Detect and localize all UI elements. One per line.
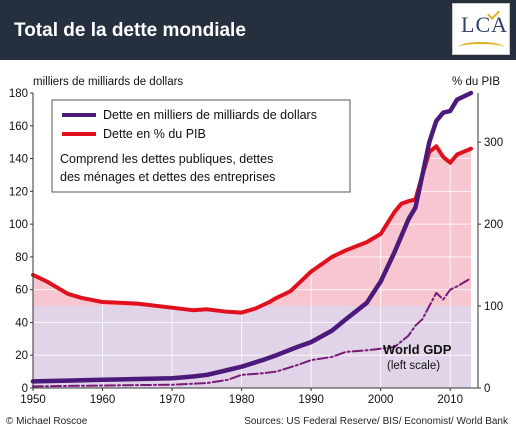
gdp-annotation-title: World GDP bbox=[383, 342, 452, 357]
x-tick-label: 1970 bbox=[159, 394, 185, 406]
x-tick-label: 1950 bbox=[20, 394, 46, 406]
footer-sources: Sources: US Federal Reserve/ BIS/ Econom… bbox=[244, 416, 509, 427]
x-tick-label: 2010 bbox=[437, 394, 463, 406]
legend-pct-label: Dette en % du PIB bbox=[103, 127, 206, 141]
right-tick-label: 100 bbox=[484, 301, 503, 313]
logo-swoosh bbox=[458, 42, 504, 53]
x-tick-label: 1990 bbox=[298, 394, 324, 406]
right-tick-label: 300 bbox=[484, 137, 503, 149]
left-tick-label: 160 bbox=[9, 121, 28, 133]
right-tick-label: 200 bbox=[484, 219, 503, 231]
right-tick-label: 0 bbox=[484, 383, 490, 395]
footer-credit: © Michael Roscoe bbox=[6, 416, 88, 427]
left-tick-label: 60 bbox=[15, 285, 28, 297]
title-bar: Total de la dette mondiale LCA bbox=[0, 0, 516, 60]
lower-area-fill bbox=[33, 306, 471, 388]
gdp-line bbox=[32, 277, 472, 388]
left-tick-label: 140 bbox=[9, 154, 28, 166]
chart-svg: 0 20 40 60 80 100 120 140 160 180 0 100 200 300 1950 19… bbox=[0, 60, 516, 427]
left-axis-label: milliers de milliards de dollars bbox=[33, 76, 183, 88]
legend-note-line-2: des ménages et dettes des entreprises bbox=[60, 170, 275, 184]
left-tick-label: 40 bbox=[15, 317, 28, 329]
left-tick-label: 20 bbox=[15, 350, 28, 362]
legend-note-line-1: Comprend les dettes publiques, dettes bbox=[60, 152, 273, 166]
gdp-annotation-scale: (left scale) bbox=[387, 360, 440, 372]
lca-logo: LCA bbox=[452, 3, 510, 55]
legend-debt-label: Dette en milliers de milliards de dollar… bbox=[103, 108, 317, 122]
x-tick-label: 1960 bbox=[90, 394, 116, 406]
logo-text: LCA bbox=[461, 12, 508, 37]
left-tick-label: 0 bbox=[22, 383, 28, 395]
right-axis-label: % du PIB bbox=[452, 76, 500, 88]
left-tick-label: 80 bbox=[15, 252, 28, 264]
legend: Dette en milliers de milliards de dollar… bbox=[51, 99, 351, 193]
chart-title: Total de la dette mondiale bbox=[14, 20, 246, 41]
x-tick-label: 1980 bbox=[229, 394, 255, 406]
legend-box bbox=[51, 99, 351, 193]
debt-line bbox=[30, 90, 474, 384]
x-tick-label: 2000 bbox=[368, 394, 394, 406]
left-tick-label: 120 bbox=[9, 186, 28, 198]
left-tick-label: 100 bbox=[9, 219, 28, 231]
left-tick-label: 180 bbox=[9, 88, 28, 100]
